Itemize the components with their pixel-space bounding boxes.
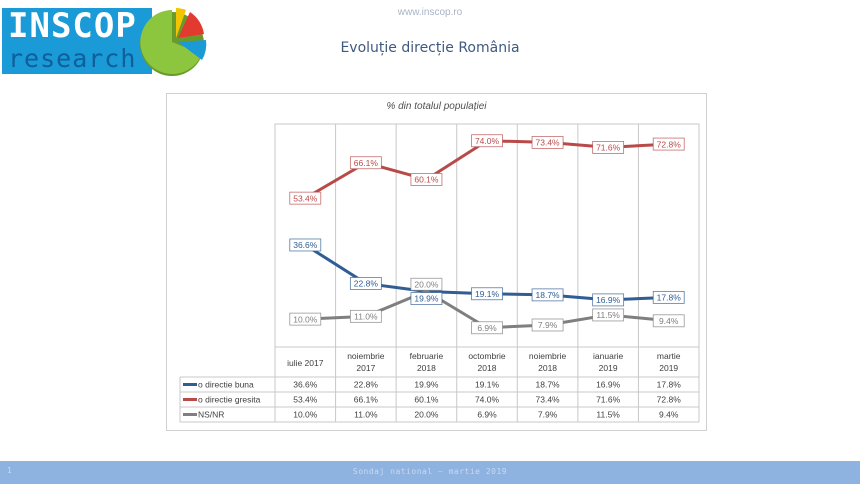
table-cell: 6.9% xyxy=(477,410,497,420)
table-cell: 19.1% xyxy=(475,380,500,390)
table-cell: 73.4% xyxy=(536,395,561,405)
page-title: Evoluție direcție România xyxy=(340,40,520,56)
data-label-box xyxy=(471,287,503,301)
logo-background xyxy=(2,8,152,74)
category-label: iulie 2017 xyxy=(287,358,324,368)
data-label-box xyxy=(289,312,322,326)
plot-area xyxy=(274,123,700,348)
table-cell: 71.6% xyxy=(596,395,621,405)
table-cell: 11.0% xyxy=(354,410,378,420)
data-label: 53.4% xyxy=(293,193,318,203)
data-label-box xyxy=(592,141,625,154)
table-cell: 36.6% xyxy=(293,380,318,390)
footer-text: Sondaj national – martie 2019 xyxy=(352,467,508,476)
table-cell: 9.4% xyxy=(659,410,679,420)
table-cell: 72.8% xyxy=(657,395,682,405)
data-label-box xyxy=(531,288,564,302)
data-label: 17.8% xyxy=(657,293,682,303)
data-label-box xyxy=(592,308,625,322)
data-label-box xyxy=(289,238,322,252)
table-cell: 16.9% xyxy=(596,380,621,390)
data-label-box xyxy=(652,314,685,328)
table-cell: 60.1% xyxy=(414,395,439,405)
data-label-box xyxy=(410,277,443,291)
table-cell: 19.9% xyxy=(414,380,439,390)
category-label: noiembrie xyxy=(347,351,385,361)
legend-label: o directie gresita xyxy=(198,395,261,405)
data-label: 9.4% xyxy=(659,316,679,326)
category-label: 2019 xyxy=(659,363,678,373)
data-label: 73.4% xyxy=(536,138,561,148)
data-label-box xyxy=(471,321,503,335)
table-cell: 18.7% xyxy=(536,380,561,390)
category-label: 2018 xyxy=(417,363,436,373)
category-label: 2017 xyxy=(356,363,375,373)
inscop-logo: INSCOP research xyxy=(2,4,212,78)
data-label-box xyxy=(531,135,564,149)
data-label: 20.0% xyxy=(414,279,439,289)
data-label: 71.6% xyxy=(596,143,621,153)
category-label: 2019 xyxy=(599,363,618,373)
data-label: 19.9% xyxy=(414,294,439,304)
table-cell: 10.0% xyxy=(293,410,318,420)
table-cell: 7.9% xyxy=(538,410,558,420)
legend-label: NS/NR xyxy=(198,410,224,420)
chart-title: % din totalul populației xyxy=(386,101,487,112)
category-label: martie xyxy=(657,351,681,361)
footer-bar: 1 Sondaj national – martie 2019 xyxy=(0,461,860,484)
data-label-box xyxy=(349,277,382,290)
data-label: 60.1% xyxy=(414,175,439,185)
legend-label: o directie buna xyxy=(198,380,254,390)
data-label: 66.1% xyxy=(354,158,379,168)
data-label: 36.6% xyxy=(293,240,318,250)
table-cell: 22.8% xyxy=(354,380,379,390)
table-cell: 20.0% xyxy=(414,410,439,420)
data-label: 11.0% xyxy=(354,312,378,322)
category-label: 2018 xyxy=(478,363,497,373)
site-url: www.inscop.ro xyxy=(397,7,463,18)
category-label: 2018 xyxy=(538,363,557,373)
page-number: 1 xyxy=(7,466,12,475)
data-label: 74.0% xyxy=(475,136,500,146)
data-label-box xyxy=(410,292,443,305)
data-label-box xyxy=(531,318,564,332)
data-label: 72.8% xyxy=(657,139,682,149)
category-label: februarie xyxy=(410,351,444,361)
data-label: 10.0% xyxy=(293,314,318,324)
category-label: octombrie xyxy=(468,351,506,361)
table-cell: 74.0% xyxy=(475,395,500,405)
data-label: 19.1% xyxy=(475,289,500,299)
category-label: noiembrie xyxy=(529,351,567,361)
data-label: 22.8% xyxy=(354,279,379,289)
data-label-box xyxy=(349,156,382,170)
data-label-box xyxy=(652,137,685,151)
data-label-box xyxy=(410,173,443,186)
data-label: 6.9% xyxy=(477,323,497,333)
data-label: 18.7% xyxy=(536,290,561,300)
logo-text-research: research xyxy=(8,44,137,73)
table-cell: 53.4% xyxy=(293,395,318,405)
category-label: ianuarie xyxy=(593,351,624,361)
data-label-box xyxy=(349,309,382,323)
pie-chart-icon xyxy=(140,8,207,76)
data-label: 11.5% xyxy=(596,310,620,320)
table-cell: 66.1% xyxy=(354,395,379,405)
data-label-box xyxy=(471,134,503,148)
table-cell: 17.8% xyxy=(657,380,682,390)
table-cell: 11.5% xyxy=(596,410,620,420)
data-label-box xyxy=(592,293,625,307)
data-label: 16.9% xyxy=(596,295,621,305)
data-label-box xyxy=(289,191,322,205)
data-label: 7.9% xyxy=(538,320,558,330)
data-label-box xyxy=(652,290,685,304)
logo-text-inscop: INSCOP xyxy=(8,6,137,46)
